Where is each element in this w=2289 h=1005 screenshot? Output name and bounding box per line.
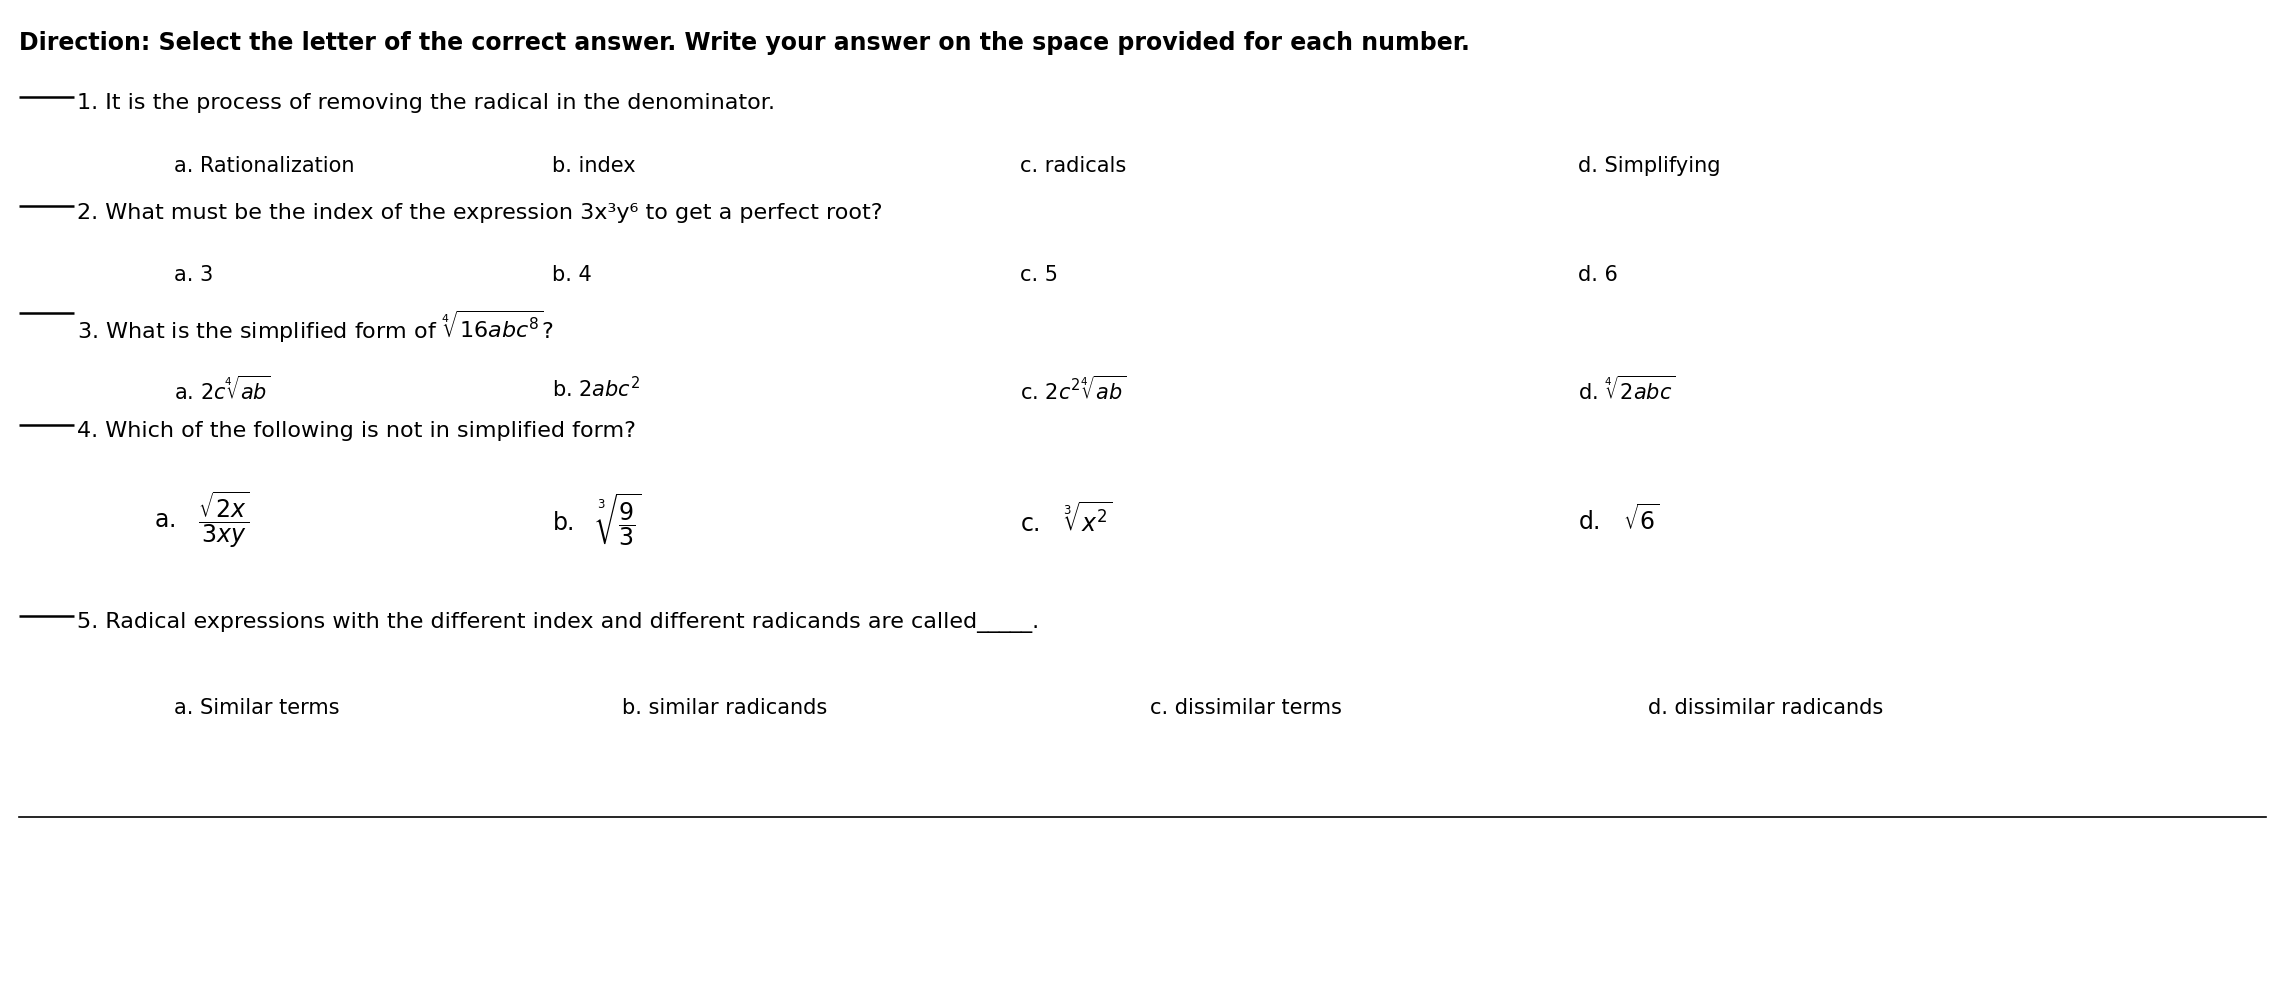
- Text: a. $2c\sqrt[4]{ab}$: a. $2c\sqrt[4]{ab}$: [174, 376, 270, 404]
- Text: c. $2c^2\sqrt[4]{ab}$: c. $2c^2\sqrt[4]{ab}$: [1021, 376, 1126, 404]
- Text: d. 6: d. 6: [1579, 265, 1618, 285]
- Text: a. 3: a. 3: [174, 265, 213, 285]
- Text: c. dissimilar terms: c. dissimilar terms: [1149, 698, 1341, 719]
- Text: d. Simplifying: d. Simplifying: [1579, 156, 1721, 176]
- Text: c. 5: c. 5: [1021, 265, 1058, 285]
- Text: 1. It is the process of removing the radical in the denominator.: 1. It is the process of removing the rad…: [78, 93, 776, 114]
- Text: 5. Radical expressions with the different index and different radicands are call: 5. Radical expressions with the differen…: [78, 612, 1039, 633]
- Text: d. $\sqrt[4]{2abc}$: d. $\sqrt[4]{2abc}$: [1579, 376, 1676, 404]
- Text: d.   $\sqrt{6}$: d. $\sqrt{6}$: [1579, 505, 1660, 535]
- Text: c.   $\sqrt[3]{x^2}$: c. $\sqrt[3]{x^2}$: [1021, 502, 1112, 538]
- Text: d. dissimilar radicands: d. dissimilar radicands: [1648, 698, 1884, 719]
- Text: b. similar radicands: b. similar radicands: [623, 698, 826, 719]
- Text: 2. What must be the index of the expression 3x³y⁶ to get a perfect root?: 2. What must be the index of the express…: [78, 203, 881, 222]
- Text: b. index: b. index: [552, 156, 636, 176]
- Text: a. Rationalization: a. Rationalization: [174, 156, 355, 176]
- Text: 4. Which of the following is not in simplified form?: 4. Which of the following is not in simp…: [78, 421, 636, 440]
- Text: b. $2abc^2$: b. $2abc^2$: [552, 376, 641, 401]
- Text: a. Similar terms: a. Similar terms: [174, 698, 339, 719]
- Text: a.   $\dfrac{\sqrt{2x}}{3xy}$: a. $\dfrac{\sqrt{2x}}{3xy}$: [153, 489, 250, 551]
- Text: b.   $\sqrt[3]{\dfrac{9}{3}}$: b. $\sqrt[3]{\dfrac{9}{3}}$: [552, 491, 641, 549]
- Text: Direction: Select the letter of the correct answer. Write your answer on the spa: Direction: Select the letter of the corr…: [18, 31, 1470, 55]
- Text: c. radicals: c. radicals: [1021, 156, 1126, 176]
- Text: b. 4: b. 4: [552, 265, 593, 285]
- Text: 3. What is the simplified form of $\sqrt[4]{16abc^8}$?: 3. What is the simplified form of $\sqrt…: [78, 309, 554, 345]
